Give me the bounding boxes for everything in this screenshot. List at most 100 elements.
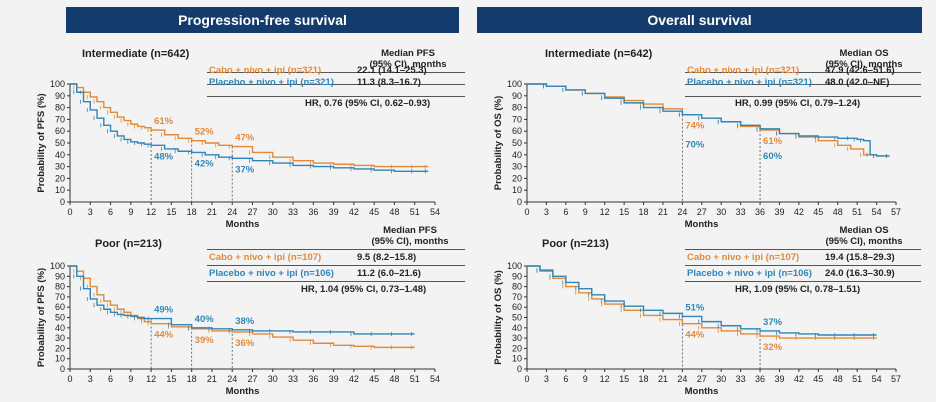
x-tick-label: 3: [88, 374, 93, 384]
x-axis-label: Months: [685, 386, 719, 397]
series-line-cabo: [527, 83, 890, 157]
x-tick-label: 57: [891, 207, 901, 217]
hazard-ratio: HR, 1.04 (95% CI, 0.73–1.48): [301, 284, 427, 295]
x-tick-label: 12: [600, 374, 610, 384]
median-header-line2: (95% CI), months: [369, 59, 447, 70]
y-tick-label: 90: [512, 91, 522, 101]
landmark-value-label: 39%: [195, 335, 215, 346]
x-tick-label: 45: [813, 207, 823, 217]
median-header: Median PFS (95% CI), months: [355, 225, 465, 247]
placebo-row-value: 48.0 (42.0–NE): [825, 77, 890, 88]
os-header-label: Overall survival: [647, 12, 752, 28]
y-tick-label: 10: [55, 185, 65, 195]
x-tick-label: 42: [349, 374, 359, 384]
median-header: Median OS (95% CI), months: [805, 48, 923, 70]
x-tick-label: 42: [349, 207, 359, 217]
landmark-value-label: 32%: [763, 342, 783, 353]
box-rule: [207, 281, 465, 282]
box-rule: [685, 281, 921, 282]
landmark-value-label: 42%: [195, 158, 215, 169]
placebo-row-value: 11.3 (8.3–16.7): [357, 77, 421, 88]
pfs-poor-median-box: Median PFS (95% CI), months Cabo + nivo …: [205, 221, 465, 317]
x-axis-label: Months: [226, 386, 260, 397]
landmark-value-label: 74%: [685, 121, 705, 132]
x-tick-label: 30: [268, 207, 278, 217]
y-tick-label: 50: [512, 138, 522, 148]
y-tick-label: 30: [512, 162, 522, 172]
cabo-row-label: Cabo + nivo + ipi (n=321): [209, 65, 322, 76]
x-axis-label: Months: [685, 219, 719, 230]
x-tick-label: 54: [430, 374, 440, 384]
x-tick-label: 27: [697, 207, 707, 217]
x-tick-label: 18: [187, 374, 197, 384]
x-tick-label: 51: [852, 374, 862, 384]
x-tick-label: 0: [67, 207, 72, 217]
cabo-row-value: 22.1 (14.1–25.3): [357, 65, 427, 76]
series-line-placebo: [527, 83, 890, 157]
y-tick-label: 70: [512, 292, 522, 302]
landmark-value-label: 61%: [154, 116, 174, 127]
x-tick-label: 48: [833, 207, 843, 217]
y-tick-label: 70: [55, 292, 65, 302]
y-tick-label: 80: [55, 103, 65, 113]
x-tick-label: 39: [329, 374, 339, 384]
x-tick-label: 54: [430, 207, 440, 217]
landmark-value-label: 38%: [235, 316, 255, 327]
y-tick-label: 20: [55, 173, 65, 183]
y-tick-label: 0: [60, 197, 65, 207]
landmark-value-label: 49%: [154, 305, 174, 316]
y-tick-label: 10: [512, 354, 522, 364]
y-tick-label: 80: [512, 103, 522, 113]
y-tick-label: 50: [55, 313, 65, 323]
y-axis-label: Probability of OS (%): [493, 270, 504, 364]
median-header-line2: (95% CI), months: [825, 236, 903, 247]
pfs-panel-header: Progression-free survival: [66, 7, 459, 33]
median-header: Median OS (95% CI), months: [805, 225, 923, 247]
y-tick-label: 30: [55, 333, 65, 343]
x-tick-label: 6: [108, 374, 113, 384]
y-tick-label: 40: [512, 323, 522, 333]
cabo-row-value: 47.9 (42.6–51.6): [825, 65, 895, 76]
placebo-row-label: Placebo + nivo + ipi (n=321): [209, 77, 334, 88]
y-axis-label: Probability of PFS (%): [36, 268, 47, 367]
x-tick-label: 42: [794, 374, 804, 384]
landmark-value-label: 44%: [154, 330, 174, 341]
y-tick-label: 60: [512, 302, 522, 312]
median-header-line1: Median PFS: [383, 225, 437, 236]
x-tick-label: 51: [410, 207, 420, 217]
x-tick-label: 21: [207, 207, 217, 217]
box-rule: [207, 84, 465, 85]
x-tick-label: 39: [774, 207, 784, 217]
x-tick-label: 36: [308, 374, 318, 384]
x-tick-label: 57: [891, 374, 901, 384]
pfs-intermediate-subtitle: Intermediate (n=642): [82, 48, 190, 60]
box-rule: [685, 249, 921, 250]
x-tick-label: 36: [755, 207, 765, 217]
landmark-value-label: 61%: [763, 136, 783, 147]
x-tick-label: 9: [583, 207, 588, 217]
x-tick-label: 33: [736, 374, 746, 384]
x-tick-label: 18: [639, 207, 649, 217]
os-panel-header: Overall survival: [477, 7, 922, 33]
os-poor-subtitle: Poor (n=213): [542, 238, 609, 250]
landmark-value-label: 70%: [685, 139, 705, 150]
x-tick-label: 18: [187, 207, 197, 217]
y-tick-label: 30: [512, 333, 522, 343]
y-axis-label: Probability of PFS (%): [36, 93, 47, 192]
x-tick-label: 36: [308, 207, 318, 217]
landmark-value-label: 48%: [154, 151, 174, 162]
x-tick-label: 27: [697, 374, 707, 384]
box-rule: [685, 96, 921, 97]
x-tick-label: 54: [872, 374, 882, 384]
x-tick-label: 36: [755, 374, 765, 384]
x-tick-label: 30: [268, 374, 278, 384]
x-tick-label: 45: [813, 374, 823, 384]
x-tick-label: 9: [128, 207, 133, 217]
median-header-line1: Median PFS: [381, 48, 435, 59]
series-line-placebo: [70, 265, 415, 335]
x-tick-label: 15: [166, 374, 176, 384]
x-tick-label: 9: [128, 374, 133, 384]
os-intermediate-median-box: Median OS (95% CI), months Cabo + nivo +…: [683, 44, 923, 140]
landmark-value-label: 40%: [195, 314, 215, 325]
